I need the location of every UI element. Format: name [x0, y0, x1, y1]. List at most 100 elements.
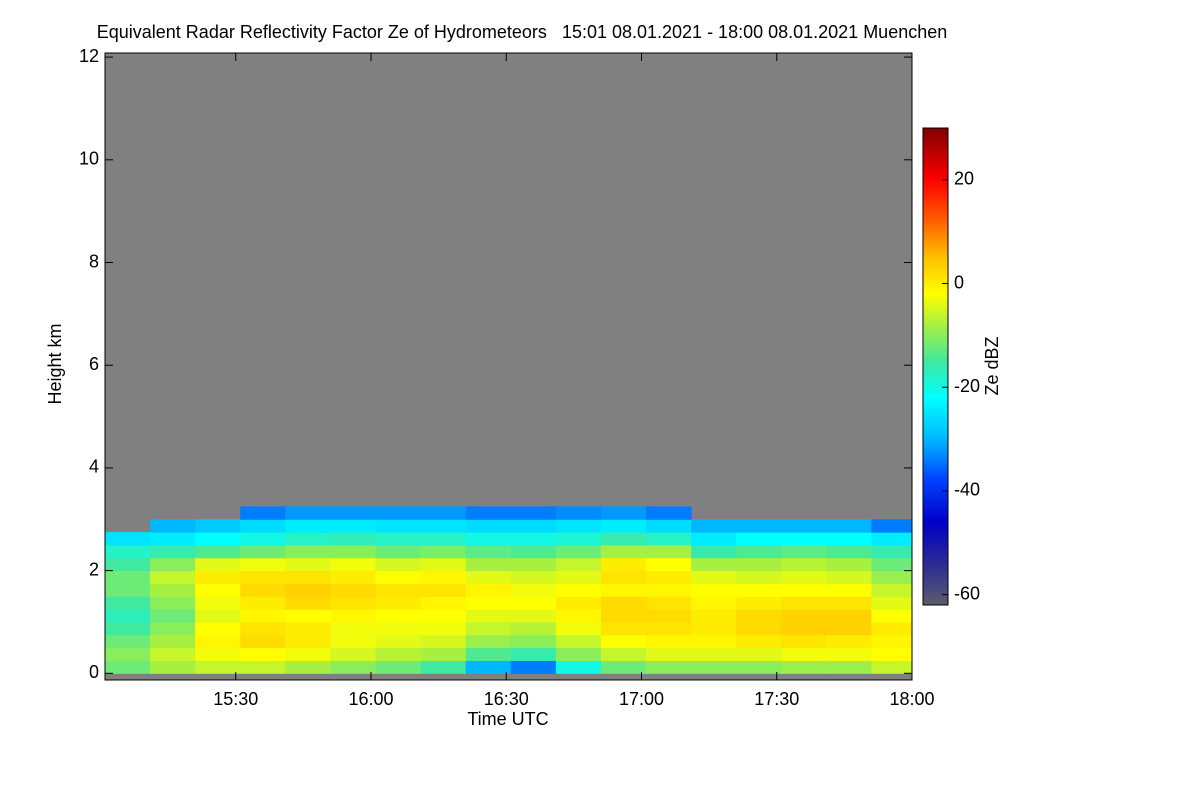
heatmap-cell	[555, 660, 602, 674]
heatmap-cell	[420, 557, 467, 572]
heatmap-cell	[240, 519, 286, 533]
heatmap-cell	[510, 544, 557, 559]
heatmap-cell	[600, 544, 647, 559]
heatmap-cell	[691, 583, 737, 597]
heatmap-cell	[420, 519, 467, 533]
y-tick-label: 10	[79, 149, 99, 169]
heatmap-cell	[600, 583, 647, 597]
heatmap-cell	[555, 609, 602, 623]
heatmap-cell	[105, 647, 151, 661]
heatmap-cell	[555, 647, 602, 661]
heatmap-cell	[240, 506, 286, 520]
colorbar	[922, 127, 949, 606]
heatmap-cell	[330, 634, 377, 649]
heatmap-cell	[691, 596, 737, 610]
heatmap-cell	[375, 660, 422, 674]
heatmap-cell	[330, 583, 377, 597]
y-tick-label: 8	[89, 251, 99, 271]
heatmap-cell	[330, 506, 377, 520]
heatmap-cell	[150, 557, 196, 572]
heatmap-cell	[555, 583, 602, 597]
heatmap-cell	[420, 609, 467, 623]
heatmap-cell	[150, 647, 196, 661]
cells	[105, 506, 912, 674]
heatmap-cell	[195, 583, 241, 597]
heatmap-cell	[510, 519, 557, 533]
heatmap-cell	[871, 557, 912, 572]
y-tick-label: 2	[89, 559, 99, 579]
heatmap-cell	[150, 621, 196, 636]
heatmap-cell	[600, 532, 647, 546]
heatmap-cell	[646, 519, 692, 533]
heatmap-cell	[420, 583, 467, 597]
heatmap-cell	[285, 583, 331, 597]
heatmap-cell	[691, 647, 737, 661]
heatmap-cell	[150, 660, 196, 674]
heatmap-cell	[510, 634, 557, 649]
heatmap-cell	[330, 544, 377, 559]
heatmap-cell	[375, 583, 422, 597]
heatmap-cell	[420, 596, 467, 610]
heatmap-cell	[240, 647, 286, 661]
heatmap-cell	[555, 570, 602, 584]
heatmap-cell	[646, 609, 692, 623]
x-tick-label: 17:30	[754, 689, 799, 709]
heatmap-cell	[285, 660, 331, 674]
colorbar-tick-label: 20	[954, 169, 974, 189]
heatmap-cell	[600, 557, 647, 572]
heatmap-cell	[420, 647, 467, 661]
heatmap-cell	[465, 519, 512, 533]
x-tick-label: 16:00	[348, 689, 393, 709]
heatmap-cell	[330, 609, 377, 623]
heatmap-cell	[375, 634, 422, 649]
heatmap-cell	[826, 660, 872, 674]
heatmap-cell	[555, 519, 602, 533]
heatmap-cell	[555, 532, 602, 546]
heatmap-cell	[691, 532, 737, 546]
y-tick-label: 12	[79, 46, 99, 66]
heatmap-cell	[465, 660, 512, 674]
heatmap-cell	[646, 596, 692, 610]
heatmap-cell	[691, 634, 737, 649]
heatmap-cell	[330, 532, 377, 546]
heatmap-cell	[736, 570, 782, 584]
y-tick-label: 6	[89, 354, 99, 374]
heatmap-cell	[195, 609, 241, 623]
heatmap-cell	[285, 557, 331, 572]
heatmap-cell	[150, 570, 196, 584]
heatmap-cell	[781, 647, 827, 661]
heatmap-cell	[465, 506, 512, 520]
chart-title: Equivalent Radar Reflectivity Factor Ze …	[97, 22, 948, 42]
heatmap-cell	[375, 647, 422, 661]
heatmap-cell	[691, 519, 737, 533]
heatmap-cell	[600, 621, 647, 636]
heatmap-cell	[600, 634, 647, 649]
heatmap-cell	[240, 583, 286, 597]
heatmap-cell	[420, 506, 467, 520]
heatmap-cell	[195, 532, 241, 546]
heatmap-cell	[871, 544, 912, 559]
heatmap-cell	[150, 519, 196, 533]
heatmap-cell	[600, 609, 647, 623]
heatmap-cell	[781, 609, 827, 623]
heatmap-cell	[285, 596, 331, 610]
heatmap-cell	[600, 570, 647, 584]
heatmap-cell	[285, 647, 331, 661]
heatmap-cell	[826, 583, 872, 597]
heatmap-cell	[510, 596, 557, 610]
heatmap-cell	[420, 532, 467, 546]
x-tick-label: 15:30	[213, 689, 258, 709]
heatmap-cell	[195, 557, 241, 572]
heatmap-cell	[105, 634, 151, 649]
heatmap-cell	[871, 596, 912, 610]
heatmap-cell	[375, 570, 422, 584]
heatmap-cell	[781, 532, 827, 546]
heatmap-cell	[555, 634, 602, 649]
heatmap-cell	[465, 544, 512, 559]
heatmap-cell	[691, 544, 737, 559]
heatmap-cell	[105, 596, 151, 610]
heatmap-cell	[240, 621, 286, 636]
heatmap-cell	[150, 583, 196, 597]
y-tick-label: 4	[89, 457, 99, 477]
heatmap-cell	[420, 621, 467, 636]
